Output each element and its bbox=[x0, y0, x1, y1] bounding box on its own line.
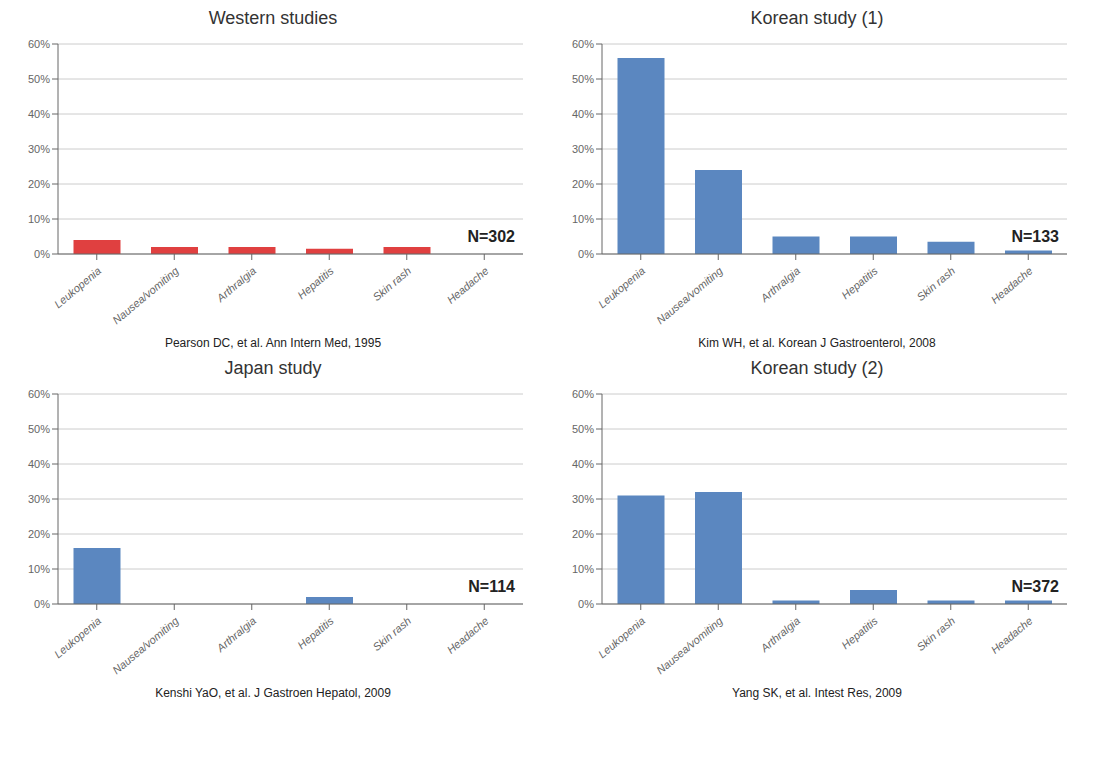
svg-text:60%: 60% bbox=[572, 38, 594, 50]
svg-text:Leukopenia: Leukopenia bbox=[52, 264, 103, 310]
svg-text:Arthralgia: Arthralgia bbox=[214, 264, 259, 304]
svg-text:Arthralgia: Arthralgia bbox=[214, 614, 259, 654]
svg-text:Leukopenia: Leukopenia bbox=[596, 614, 647, 660]
svg-text:10%: 10% bbox=[28, 563, 50, 575]
html-text:Yang SK, et al. Intest Res, 20: Yang SK, et al. Intest Res, 2009 bbox=[732, 686, 902, 700]
svg-text:30%: 30% bbox=[572, 143, 594, 155]
svg-text:10%: 10% bbox=[28, 213, 50, 225]
html-text:Japan study: Japan study bbox=[224, 358, 322, 378]
svg-text:50%: 50% bbox=[28, 423, 50, 435]
svg-text:Hepatitis: Hepatitis bbox=[295, 264, 336, 301]
svg-text:20%: 20% bbox=[572, 528, 594, 540]
svg-text:Nausea/vomiting: Nausea/vomiting bbox=[110, 264, 181, 326]
svg-text:Hepatitis: Hepatitis bbox=[839, 614, 880, 651]
svg-text:Arthralgia: Arthralgia bbox=[758, 264, 803, 304]
svg-text:50%: 50% bbox=[28, 73, 50, 85]
svg-text:Leukopenia: Leukopenia bbox=[596, 264, 647, 310]
svg-text:50%: 50% bbox=[572, 423, 594, 435]
svg-text:Hepatitis: Hepatitis bbox=[839, 264, 880, 301]
svg-text:30%: 30% bbox=[28, 493, 50, 505]
svg-text:Arthralgia: Arthralgia bbox=[758, 614, 803, 654]
svg-text:Nausea/vomiting: Nausea/vomiting bbox=[654, 614, 725, 676]
svg-text:Nausea/vomiting: Nausea/vomiting bbox=[654, 264, 725, 326]
svg-text:40%: 40% bbox=[572, 108, 594, 120]
html-text:Korean study (1): Korean study (1) bbox=[750, 8, 884, 28]
svg-text:Headache: Headache bbox=[989, 264, 1035, 305]
html-text:Kim WH, et al. Korean J Gastro: Kim WH, et al. Korean J Gastroenterol, 2… bbox=[698, 336, 936, 350]
svg-text:0%: 0% bbox=[578, 248, 594, 260]
svg-text:40%: 40% bbox=[28, 458, 50, 470]
html-text:Kenshi YaO, et al. J Gastroen: Kenshi YaO, et al. J Gastroen Hepatol, 2… bbox=[155, 686, 391, 700]
svg-text:Skin rash: Skin rash bbox=[914, 264, 957, 303]
svg-text:0%: 0% bbox=[34, 598, 50, 610]
svg-text:Skin rash: Skin rash bbox=[370, 264, 413, 303]
svg-text:30%: 30% bbox=[28, 143, 50, 155]
svg-text:20%: 20% bbox=[28, 178, 50, 190]
html-text:N=302: N=302 bbox=[467, 228, 515, 245]
svg-text:50%: 50% bbox=[572, 73, 594, 85]
svg-text:60%: 60% bbox=[28, 388, 50, 400]
svg-text:30%: 30% bbox=[572, 493, 594, 505]
html-text:N=372: N=372 bbox=[1011, 578, 1059, 595]
html-text:N=114: N=114 bbox=[468, 578, 515, 595]
svg-text:Skin rash: Skin rash bbox=[370, 614, 413, 653]
svg-text:10%: 10% bbox=[572, 563, 594, 575]
svg-text:60%: 60% bbox=[572, 388, 594, 400]
svg-text:Nausea/vomiting: Nausea/vomiting bbox=[110, 614, 181, 676]
svg-text:Leukopenia: Leukopenia bbox=[52, 614, 103, 660]
svg-text:Headache: Headache bbox=[445, 614, 491, 655]
svg-text:Headache: Headache bbox=[445, 264, 491, 305]
svg-text:40%: 40% bbox=[572, 458, 594, 470]
svg-text:20%: 20% bbox=[572, 178, 594, 190]
svg-text:60%: 60% bbox=[28, 38, 50, 50]
svg-text:10%: 10% bbox=[572, 213, 594, 225]
svg-text:0%: 0% bbox=[34, 248, 50, 260]
svg-text:Skin rash: Skin rash bbox=[914, 614, 957, 653]
svg-text:Headache: Headache bbox=[989, 614, 1035, 655]
svg-text:Hepatitis: Hepatitis bbox=[295, 614, 336, 651]
html-text:Korean study (2): Korean study (2) bbox=[750, 358, 884, 378]
html-text:N=133: N=133 bbox=[1011, 228, 1059, 245]
html-text:Pearson DC, et al. Ann Intern: Pearson DC, et al. Ann Intern Med, 1995 bbox=[164, 336, 382, 350]
svg-text:40%: 40% bbox=[28, 108, 50, 120]
svg-text:0%: 0% bbox=[578, 598, 594, 610]
svg-text:20%: 20% bbox=[28, 528, 50, 540]
html-text:Western studies: Western studies bbox=[208, 8, 338, 28]
